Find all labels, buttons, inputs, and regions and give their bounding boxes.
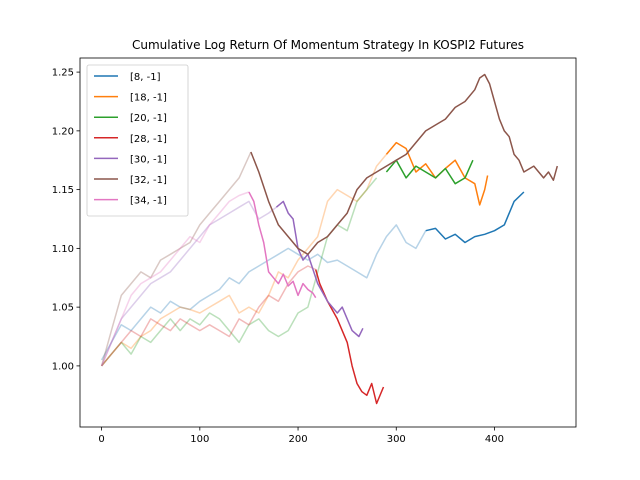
series-line-faded-6 bbox=[100, 191, 250, 367]
y-tick-label: 1.05 bbox=[52, 303, 74, 314]
series-lines bbox=[100, 73, 559, 405]
y-axis: 1.00 1.05 1.10 1.15 1.20 1.25 bbox=[52, 68, 80, 372]
y-tick-label: 1.15 bbox=[52, 185, 74, 196]
legend: [8, -1] [18, -1] [20, -1] [28, -1] [30, -1] [… bbox=[86, 64, 189, 217]
series-line-faded-1 bbox=[101, 153, 387, 367]
series-line-faded-5 bbox=[100, 151, 252, 367]
x-tick-label: 400 bbox=[485, 434, 504, 445]
legend-label: [20, -1] bbox=[130, 113, 167, 124]
y-tick-label: 1.10 bbox=[52, 244, 74, 255]
plot-frame bbox=[79, 57, 577, 428]
x-tick-label: 300 bbox=[387, 434, 406, 445]
x-tick-label: 0 bbox=[98, 434, 104, 445]
chart-title: Cumulative Log Return Of Momentum Strate… bbox=[132, 38, 524, 52]
legend-label: [34, -1] bbox=[130, 196, 167, 207]
series-line-faded-3 bbox=[101, 265, 317, 367]
legend-label: [30, -1] bbox=[130, 154, 167, 165]
legend-label: [28, -1] bbox=[130, 134, 167, 145]
series-line-faded-4 bbox=[100, 200, 277, 367]
series-line-faded-0 bbox=[100, 224, 427, 361]
series-line-2 bbox=[385, 159, 474, 185]
series-line-6 bbox=[248, 191, 317, 299]
x-tick-label: 200 bbox=[288, 434, 307, 445]
legend-label: [8, -1] bbox=[130, 72, 161, 83]
x-tick-label: 100 bbox=[190, 434, 209, 445]
y-tick-label: 1.25 bbox=[52, 68, 74, 79]
series-line-4 bbox=[275, 200, 364, 338]
x-axis: 0 100 200 300 400 bbox=[98, 427, 504, 445]
y-tick-label: 1.20 bbox=[52, 126, 74, 137]
series-line-0 bbox=[425, 191, 525, 244]
y-tick-label: 1.00 bbox=[52, 361, 74, 372]
legend-label: [32, -1] bbox=[130, 175, 167, 186]
series-line-5 bbox=[250, 73, 559, 256]
legend-label: [18, -1] bbox=[130, 93, 167, 104]
